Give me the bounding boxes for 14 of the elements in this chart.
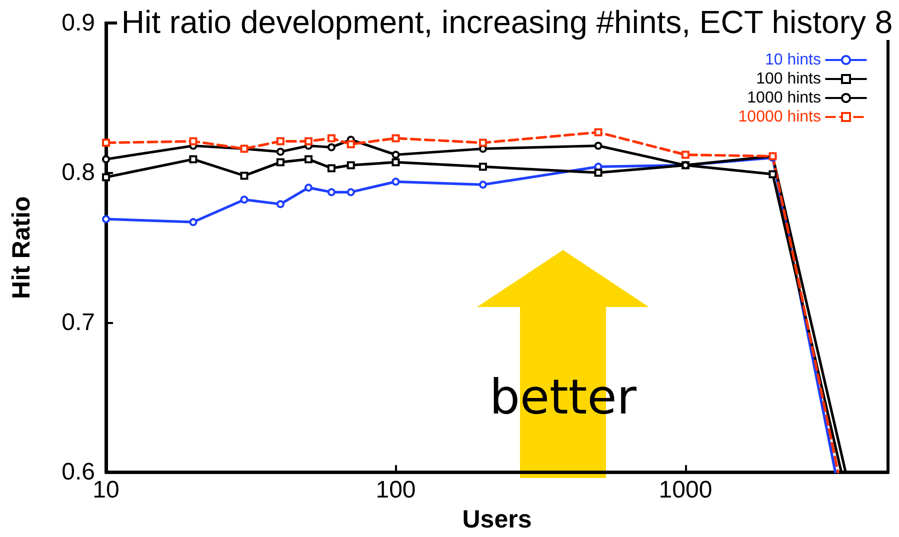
legend-label: 100 hints — [756, 70, 821, 88]
chart-title: Hit ratio development, increasing #hints, ECT history 8 — [121, 4, 893, 40]
x-tick-label: 1000 — [658, 476, 712, 504]
legend-label: 10000 hints — [738, 108, 821, 126]
x-axis-title: Users — [462, 506, 532, 534]
y-tick-label: 0.9 — [62, 10, 95, 36]
legend-label: 1000 hints — [747, 90, 821, 106]
y-axis-title: Hit Ratio — [8, 196, 36, 299]
x-tick-label: 10 — [92, 476, 120, 504]
y-tick-label: 0.7 — [62, 308, 95, 336]
y-tick-label: 0.8 — [62, 159, 95, 186]
y-tick-label: 0.6 — [62, 458, 95, 486]
legend-label: 10 hints — [764, 52, 821, 68]
x-tick-label: 100 — [376, 476, 416, 504]
